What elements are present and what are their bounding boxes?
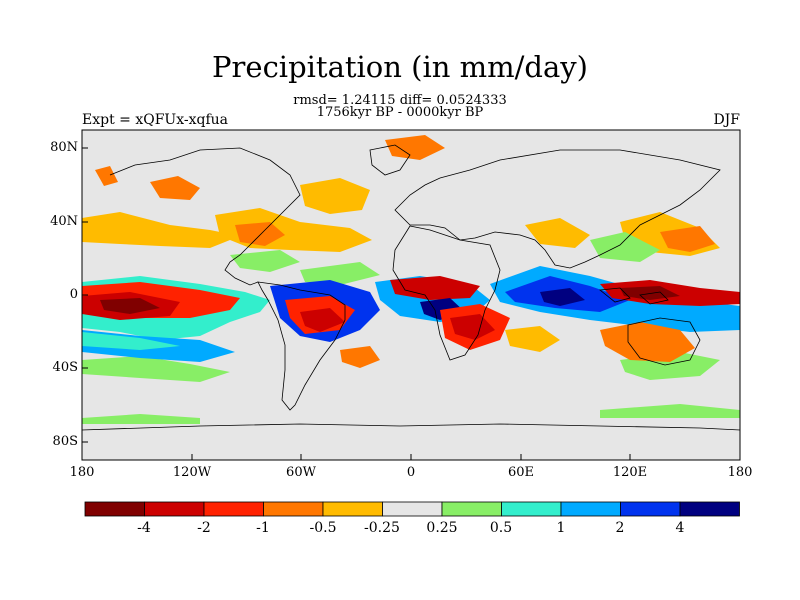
- colorbar-swatch: [620, 501, 681, 517]
- eurasia-coast: [394, 149, 721, 269]
- colorbar-swatch: [501, 501, 562, 517]
- period-subtitle: 1756kyr BP - 0000kyr BP: [316, 105, 484, 120]
- anomaly-patch: [600, 404, 740, 418]
- maritime-continent-coast: [598, 287, 669, 305]
- colorbar-label: 1: [556, 520, 566, 536]
- greenland-coast: [369, 144, 411, 176]
- anomaly-patch: [82, 212, 240, 248]
- colorbar-label: 4: [675, 520, 685, 536]
- colorbar-label: 0.5: [489, 520, 513, 536]
- plot-title: Precipitation (in mm/day): [212, 50, 588, 84]
- anomaly-patch: [525, 218, 590, 248]
- colorbar-swatch: [263, 501, 324, 517]
- lon-label-180w: 180: [69, 465, 95, 480]
- lat-label-80n: 80N: [50, 140, 78, 155]
- colorbar-swatch: [144, 501, 205, 517]
- lat-label-40n: 40N: [50, 214, 78, 229]
- anomaly-patch: [505, 326, 560, 352]
- colorbar-swatch: [560, 501, 621, 517]
- experiment-label: Expt = xQFUx-xqfua: [82, 112, 229, 128]
- colorbar-swatch: [322, 501, 383, 517]
- season-label: DJF: [713, 112, 740, 128]
- anomaly-patch: [300, 262, 380, 285]
- anomaly-patch: [340, 346, 380, 368]
- stats-subtitle: rmsd= 1.24115 diff= 0.0524333: [293, 93, 507, 108]
- map-field: [82, 130, 740, 460]
- anomaly-patch: [660, 226, 715, 252]
- colorbar-swatch: [203, 501, 264, 517]
- colorbar-swatch: [84, 501, 145, 517]
- colorbar-swatch: [441, 501, 502, 517]
- north-america-coast: [109, 147, 301, 286]
- colorbar-label: -1: [256, 520, 270, 536]
- australia-coast: [627, 317, 701, 366]
- lat-label-0: 0: [69, 287, 78, 302]
- anomaly-patch: [590, 232, 660, 262]
- anomaly-patch: [540, 288, 585, 306]
- anomaly-patch: [82, 414, 200, 424]
- lat-label-80s: 80S: [52, 434, 78, 449]
- axis-ticks: [81, 147, 741, 460]
- lon-label-120e: 120E: [612, 465, 648, 480]
- lon-label-120w: 120W: [172, 465, 212, 480]
- south-america-coast: [257, 281, 346, 411]
- anomaly-patch: [300, 178, 370, 214]
- colorbar-label: -0.5: [309, 520, 337, 536]
- lon-label-60w: 60W: [286, 465, 316, 480]
- lon-label-180e: 180: [727, 465, 753, 480]
- anomaly-patch: [95, 166, 118, 186]
- anomaly-patch: [385, 135, 445, 160]
- anomaly-patch: [600, 322, 695, 362]
- anomaly-patch: [82, 356, 230, 382]
- colorbar-label: 2: [615, 520, 625, 536]
- anomaly-patch: [450, 314, 495, 340]
- colorbar-label: -2: [197, 520, 211, 536]
- colorbar-label: 0.25: [426, 520, 458, 536]
- anomaly-patch: [235, 222, 285, 246]
- colorbar-label: -4: [137, 520, 151, 536]
- lon-label-60e: 60E: [507, 465, 535, 480]
- africa-coast: [392, 225, 501, 361]
- lon-label-0: 0: [406, 465, 416, 480]
- colorbar-swatch: [382, 501, 443, 517]
- anomaly-patch: [82, 332, 180, 350]
- colorbar: [84, 501, 740, 517]
- colorbar-swatch: [679, 501, 740, 517]
- lat-label-40s: 40S: [52, 360, 78, 375]
- colorbar-label: -0.25: [364, 520, 400, 536]
- anomaly-patch: [150, 176, 200, 200]
- anomaly-patch: [390, 276, 480, 300]
- anomaly-patch: [300, 308, 345, 332]
- antarctica-coast: [82, 423, 740, 431]
- anomaly-patch: [230, 250, 300, 272]
- anomaly-patch: [100, 298, 160, 314]
- coastlines: [82, 144, 740, 431]
